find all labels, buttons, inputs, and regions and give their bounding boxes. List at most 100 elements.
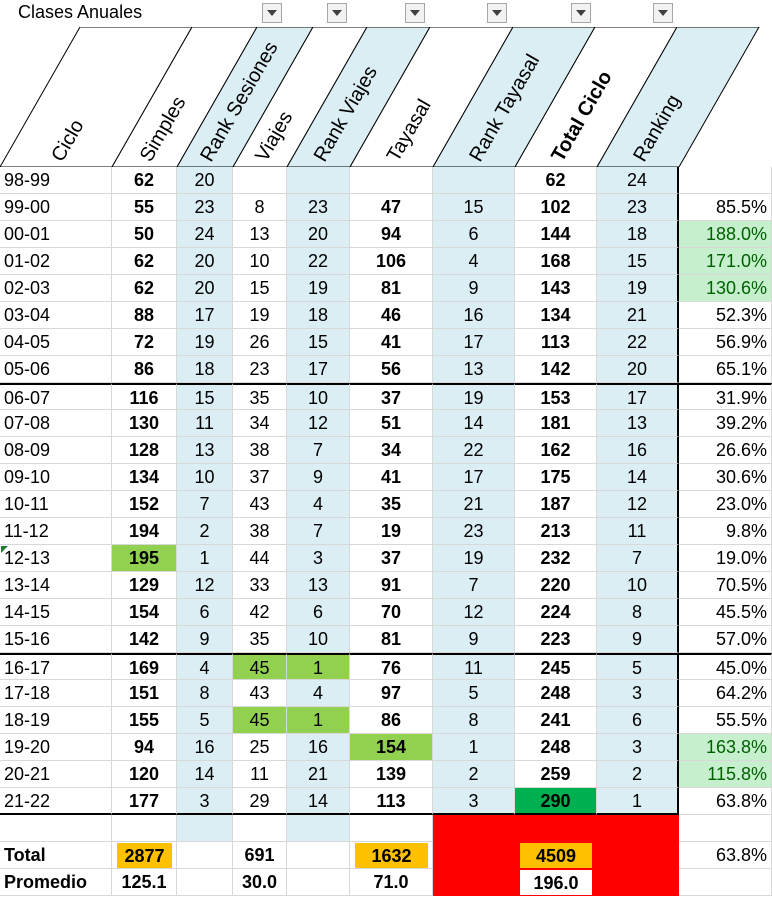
cell-ciclo[interactable]: 10-11 <box>0 491 112 518</box>
cell-ciclo[interactable]: 07-08 <box>0 410 112 437</box>
empty-cell[interactable] <box>350 815 433 842</box>
cell-pct[interactable]: 65.1% <box>679 356 772 383</box>
cell-ciclo[interactable]: 13-14 <box>0 572 112 599</box>
cell-rank_viajes[interactable]: 14 <box>287 788 350 815</box>
cell-total[interactable]: 102 <box>515 194 597 221</box>
filter-dropdown-viajes[interactable] <box>327 3 347 23</box>
cell-viajes[interactable]: 19 <box>233 302 287 329</box>
cell-rank_tayasal[interactable]: 3 <box>433 788 515 815</box>
cell-rank_tayasal[interactable]: 23 <box>433 518 515 545</box>
cell-pct[interactable]: 70.5% <box>679 572 772 599</box>
cell-tayasal[interactable]: 81 <box>350 626 433 653</box>
cell-ranking[interactable]: 8 <box>597 599 679 626</box>
cell-simples[interactable]: 129 <box>112 572 177 599</box>
cell-tayasal[interactable]: 97 <box>350 680 433 707</box>
cell-ranking[interactable]: 10 <box>597 572 679 599</box>
promedio-simples[interactable]: 125.1 <box>112 869 177 896</box>
cell-rank_tayasal[interactable]: 13 <box>433 356 515 383</box>
cell-simples[interactable]: 62 <box>112 167 177 194</box>
cell-ranking[interactable]: 3 <box>597 680 679 707</box>
cell-ciclo[interactable]: 09-10 <box>0 464 112 491</box>
empty-cell[interactable] <box>679 869 772 896</box>
cell-simples[interactable]: 152 <box>112 491 177 518</box>
cell-rank_sesiones[interactable]: 10 <box>177 464 233 491</box>
cell-pct[interactable]: 163.8% <box>679 734 772 761</box>
cell-rank_viajes[interactable]: 19 <box>287 275 350 302</box>
cell-rank_viajes[interactable]: 22 <box>287 248 350 275</box>
cell-rank_tayasal[interactable] <box>433 167 515 194</box>
cell-rank_tayasal[interactable]: 21 <box>433 491 515 518</box>
cell-viajes[interactable]: 15 <box>233 275 287 302</box>
cell-rank_viajes[interactable]: 4 <box>287 491 350 518</box>
cell-ranking[interactable]: 6 <box>597 707 679 734</box>
total-simples[interactable]: 2877 <box>117 843 172 868</box>
cell-rank_sesiones[interactable]: 16 <box>177 734 233 761</box>
cell-rank_viajes[interactable]: 7 <box>287 518 350 545</box>
cell-tayasal[interactable]: 81 <box>350 275 433 302</box>
cell-ciclo[interactable]: 16-17 <box>0 653 112 680</box>
cell-total[interactable]: 113 <box>515 329 597 356</box>
cell-rank_viajes[interactable]: 15 <box>287 329 350 356</box>
cell-rank_tayasal[interactable]: 11 <box>433 653 515 680</box>
cell-pct[interactable]: 31.9% <box>679 383 772 410</box>
cell-viajes[interactable]: 43 <box>233 491 287 518</box>
cell-simples[interactable]: 88 <box>112 302 177 329</box>
cell-simples[interactable]: 155 <box>112 707 177 734</box>
cell-tayasal[interactable]: 37 <box>350 383 433 410</box>
cell-rank_tayasal[interactable]: 19 <box>433 383 515 410</box>
cell-viajes[interactable]: 29 <box>233 788 287 815</box>
cell-pct[interactable]: 56.9% <box>679 329 772 356</box>
cell-ciclo[interactable]: 18-19 <box>0 707 112 734</box>
cell-simples[interactable]: 116 <box>112 383 177 410</box>
cell-total[interactable]: 162 <box>515 437 597 464</box>
cell-pct[interactable]: 85.5% <box>679 194 772 221</box>
cell-total[interactable]: 248 <box>515 734 597 761</box>
cell-rank_sesiones[interactable]: 4 <box>177 653 233 680</box>
cell-total[interactable]: 134 <box>515 302 597 329</box>
cell-tayasal[interactable]: 51 <box>350 410 433 437</box>
cell-viajes[interactable]: 38 <box>233 518 287 545</box>
cell-simples[interactable]: 195 <box>112 545 177 572</box>
cell-viajes[interactable]: 44 <box>233 545 287 572</box>
cell-ciclo[interactable]: 02-03 <box>0 275 112 302</box>
cell-simples[interactable]: 94 <box>112 734 177 761</box>
empty-cell[interactable] <box>233 815 287 842</box>
cell-ranking[interactable]: 22 <box>597 329 679 356</box>
cell-rank_tayasal[interactable]: 1 <box>433 734 515 761</box>
cell-tayasal[interactable]: 154 <box>350 734 433 761</box>
cell-ranking[interactable]: 17 <box>597 383 679 410</box>
cell-ranking[interactable]: 3 <box>597 734 679 761</box>
cell-rank_tayasal[interactable]: 15 <box>433 194 515 221</box>
cell-viajes[interactable] <box>233 167 287 194</box>
cell-rank_viajes[interactable]: 10 <box>287 383 350 410</box>
cell-rank_viajes[interactable]: 1 <box>287 707 350 734</box>
cell-simples[interactable]: 130 <box>112 410 177 437</box>
cell-rank_viajes[interactable]: 3 <box>287 545 350 572</box>
cell-ciclo[interactable]: 05-06 <box>0 356 112 383</box>
cell-simples[interactable]: 169 <box>112 653 177 680</box>
cell-ranking[interactable]: 21 <box>597 302 679 329</box>
cell-viajes[interactable]: 45 <box>233 707 287 734</box>
cell-ciclo[interactable]: 15-16 <box>0 626 112 653</box>
cell-simples[interactable]: 134 <box>112 464 177 491</box>
cell-tayasal[interactable]: 139 <box>350 761 433 788</box>
cell-viajes[interactable]: 38 <box>233 437 287 464</box>
cell-rank_sesiones[interactable]: 1 <box>177 545 233 572</box>
filter-dropdown-rank-tayasal[interactable] <box>487 3 507 23</box>
cell-rank_viajes[interactable]: 21 <box>287 761 350 788</box>
total-tayasal[interactable]: 1632 <box>355 843 428 868</box>
cell-total[interactable]: 153 <box>515 383 597 410</box>
cell-total[interactable]: 187 <box>515 491 597 518</box>
cell-total[interactable]: 62 <box>515 167 597 194</box>
cell-ranking[interactable]: 5 <box>597 653 679 680</box>
cell-total[interactable]: 181 <box>515 410 597 437</box>
cell-ranking[interactable]: 16 <box>597 437 679 464</box>
cell-ciclo[interactable]: 19-20 <box>0 734 112 761</box>
cell-total[interactable]: 143 <box>515 275 597 302</box>
cell-pct[interactable]: 23.0% <box>679 491 772 518</box>
cell-ciclo[interactable]: 12-13 <box>0 545 112 572</box>
cell-total[interactable]: 144 <box>515 221 597 248</box>
cell-rank_viajes[interactable]: 1 <box>287 653 350 680</box>
cell-total[interactable]: 241 <box>515 707 597 734</box>
filter-dropdown-tayasal[interactable] <box>405 3 425 23</box>
